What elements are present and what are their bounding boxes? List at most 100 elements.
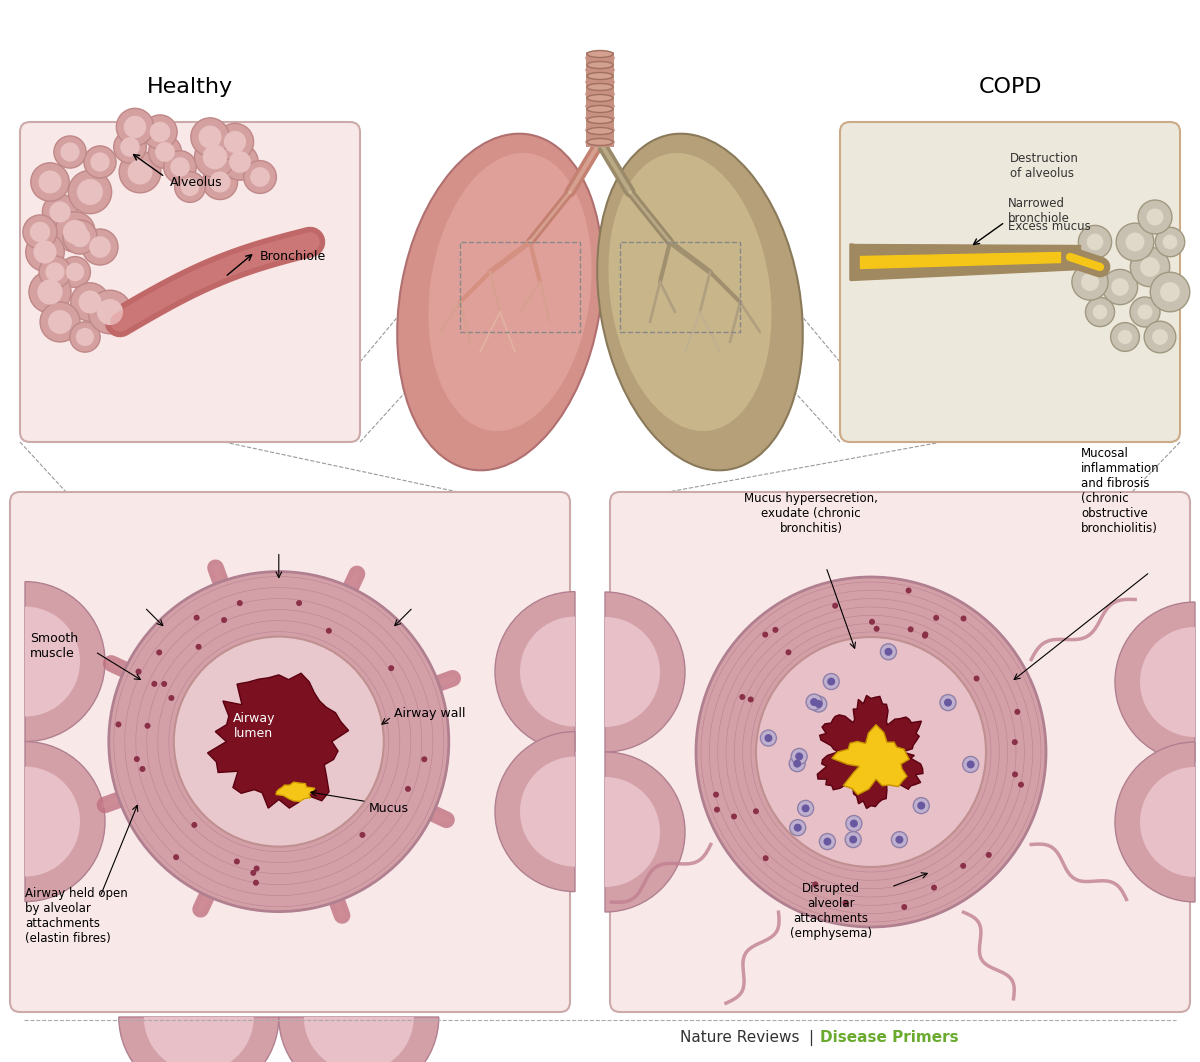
Bar (620, 242, 740, 332)
Circle shape (174, 636, 384, 846)
Circle shape (84, 145, 116, 178)
Wedge shape (278, 1017, 439, 1062)
Circle shape (149, 136, 181, 169)
Text: Excess mucus: Excess mucus (1008, 220, 1091, 233)
Circle shape (191, 118, 229, 156)
Circle shape (173, 854, 179, 860)
Ellipse shape (587, 117, 613, 123)
FancyBboxPatch shape (10, 492, 570, 1012)
Wedge shape (520, 617, 575, 726)
Ellipse shape (587, 51, 613, 57)
Ellipse shape (587, 72, 613, 80)
Circle shape (109, 571, 449, 911)
Circle shape (944, 699, 952, 706)
Wedge shape (496, 732, 575, 892)
Circle shape (139, 766, 145, 772)
Circle shape (1103, 270, 1138, 305)
Wedge shape (144, 1017, 254, 1062)
Circle shape (89, 236, 110, 258)
Wedge shape (605, 592, 685, 752)
Circle shape (762, 632, 768, 637)
Circle shape (786, 649, 792, 655)
Circle shape (763, 855, 769, 861)
Wedge shape (605, 777, 660, 887)
Circle shape (46, 262, 65, 281)
Circle shape (1093, 305, 1108, 320)
Circle shape (1018, 782, 1024, 788)
Circle shape (811, 696, 827, 712)
Circle shape (1140, 257, 1160, 277)
Circle shape (812, 881, 818, 888)
Circle shape (874, 626, 880, 632)
Circle shape (850, 820, 858, 827)
Circle shape (1012, 739, 1018, 746)
Circle shape (181, 177, 199, 196)
Circle shape (1144, 321, 1176, 353)
Circle shape (1160, 282, 1180, 302)
Circle shape (960, 616, 966, 621)
Circle shape (1014, 708, 1020, 715)
Wedge shape (1115, 602, 1195, 763)
Circle shape (1130, 297, 1160, 327)
Circle shape (823, 838, 832, 845)
Circle shape (790, 820, 805, 836)
Circle shape (773, 627, 779, 633)
Ellipse shape (586, 126, 614, 134)
Circle shape (251, 870, 257, 876)
Circle shape (168, 695, 174, 701)
Ellipse shape (587, 95, 613, 102)
Circle shape (296, 600, 302, 606)
Circle shape (714, 807, 720, 812)
FancyBboxPatch shape (840, 122, 1180, 442)
Polygon shape (832, 724, 910, 794)
Circle shape (1012, 771, 1018, 777)
Circle shape (881, 644, 896, 660)
Circle shape (793, 824, 802, 832)
Circle shape (163, 151, 197, 184)
Circle shape (48, 310, 72, 333)
Wedge shape (1140, 767, 1195, 877)
Circle shape (62, 220, 97, 254)
Circle shape (1111, 278, 1129, 296)
Ellipse shape (587, 62, 613, 69)
Circle shape (97, 298, 124, 325)
Circle shape (70, 322, 100, 353)
Circle shape (62, 220, 88, 244)
Circle shape (1146, 208, 1164, 225)
Circle shape (406, 786, 412, 792)
Text: Airway
lumen: Airway lumen (233, 712, 275, 739)
Circle shape (960, 862, 966, 869)
Circle shape (244, 160, 276, 193)
Circle shape (827, 678, 835, 686)
Circle shape (40, 256, 71, 288)
Circle shape (221, 617, 227, 623)
Wedge shape (25, 767, 80, 876)
Circle shape (1163, 235, 1177, 250)
Circle shape (973, 675, 979, 682)
Circle shape (115, 721, 121, 727)
Ellipse shape (586, 90, 614, 98)
Ellipse shape (598, 134, 803, 470)
Ellipse shape (586, 66, 614, 74)
Text: Destruction
of alveolus: Destruction of alveolus (1010, 152, 1079, 179)
Circle shape (713, 791, 719, 798)
Circle shape (842, 900, 848, 906)
Circle shape (802, 804, 810, 812)
Circle shape (253, 879, 259, 886)
Wedge shape (119, 1017, 278, 1062)
Circle shape (967, 760, 974, 769)
Wedge shape (605, 617, 660, 727)
Circle shape (892, 832, 907, 847)
Ellipse shape (587, 105, 613, 113)
Circle shape (815, 700, 823, 708)
Circle shape (1116, 223, 1154, 261)
Circle shape (198, 125, 222, 149)
Circle shape (114, 131, 146, 164)
Circle shape (1086, 297, 1115, 327)
Circle shape (42, 194, 78, 229)
Text: Mucosal
inflammation
and fibrosis
(chronic
obstructive
bronchiolitis): Mucosal inflammation and fibrosis (chron… (1081, 447, 1160, 535)
Wedge shape (25, 741, 106, 902)
Wedge shape (605, 752, 685, 912)
FancyBboxPatch shape (610, 492, 1190, 1012)
Circle shape (170, 157, 190, 176)
